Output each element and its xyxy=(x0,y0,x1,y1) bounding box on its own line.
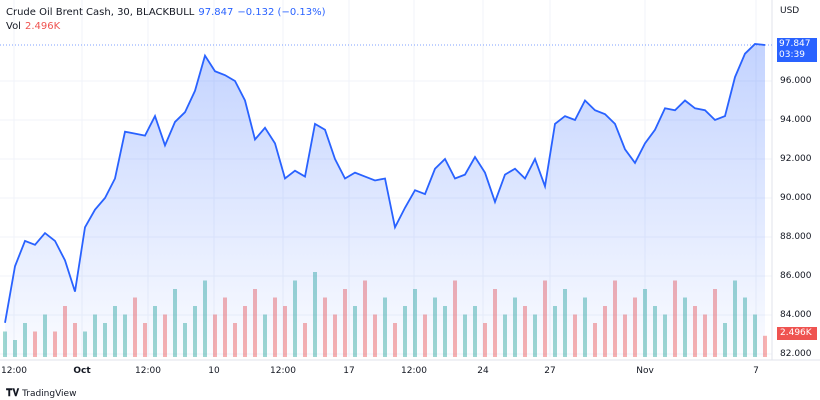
x-tick-label: Nov xyxy=(636,366,654,376)
x-tick-label: Oct xyxy=(73,366,91,376)
y-tick-label: 94.000 xyxy=(780,115,812,125)
x-tick-label: 7 xyxy=(753,366,759,376)
symbol-title: Crude Oil Brent Cash, 30, BLACKBULL xyxy=(6,7,195,18)
brand-name: TradingView xyxy=(22,389,77,399)
currency-label: USD xyxy=(780,6,800,16)
x-tick-label: 12:00 xyxy=(401,366,427,376)
x-tick-label: 12:00 xyxy=(1,366,27,376)
y-tick-label: 90.000 xyxy=(780,193,812,203)
y-tick-label: 92.000 xyxy=(780,154,812,164)
x-tick-label: 27 xyxy=(544,366,556,376)
x-tick-label: 24 xyxy=(477,366,489,376)
y-tick-label: 84.000 xyxy=(780,310,812,320)
volume-label: Vol xyxy=(6,21,21,32)
last-price-tag: 97.847 03:39 xyxy=(777,38,817,62)
price-change: −0.132 (−0.13%) xyxy=(237,7,326,18)
price-area xyxy=(5,43,765,357)
x-tick-label: 10 xyxy=(208,366,220,376)
y-tick-label: 82.000 xyxy=(780,349,812,359)
y-tick-label: 88.000 xyxy=(780,232,812,242)
x-tick-label: 17 xyxy=(343,366,355,376)
legend: Crude Oil Brent Cash, 30, BLACKBULL 97.84… xyxy=(6,6,326,34)
price-tag-value: 97.847 xyxy=(779,39,811,49)
volume-tag: 2.496K xyxy=(777,327,817,340)
y-tick-label: 96.000 xyxy=(780,76,812,86)
x-tick-label: 12:00 xyxy=(270,366,296,376)
x-tick-label: 12:00 xyxy=(135,366,161,376)
price-line xyxy=(4,43,766,323)
tradingview-brand[interactable]: 𝐓𝐕 TradingView xyxy=(6,388,76,399)
y-tick-label: 86.000 xyxy=(780,271,812,281)
volume-value: 2.496K xyxy=(24,21,61,32)
last-price: 97.847 xyxy=(198,7,234,18)
tradingview-logo-icon: 𝐓𝐕 xyxy=(6,388,20,399)
price-tag-countdown: 03:39 xyxy=(779,50,805,60)
